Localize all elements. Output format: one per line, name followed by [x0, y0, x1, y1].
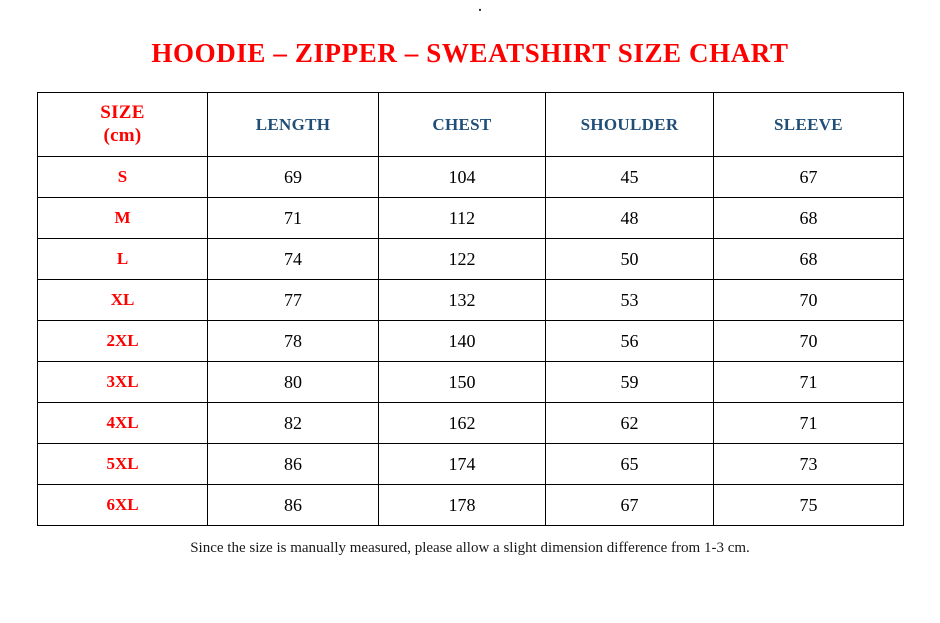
shoulder-cell: 65: [545, 443, 714, 485]
chest-cell: 150: [378, 361, 546, 403]
measurement-disclaimer: Since the size is manually measured, ple…: [190, 540, 750, 556]
size-header-line2: (cm): [103, 124, 142, 146]
size-header-line1: SIZE: [100, 101, 145, 123]
table-row-2xl: 2XL 78 140 56 70: [37, 320, 904, 362]
table-row-4xl: 4XL 82 162 62 71: [37, 402, 904, 444]
sleeve-cell: 71: [713, 402, 904, 444]
shoulder-cell: 56: [545, 320, 714, 362]
length-cell: 74: [207, 238, 379, 280]
size-cell: 2XL: [37, 320, 208, 362]
sleeve-cell: 68: [713, 197, 904, 239]
sleeve-cell: 73: [713, 443, 904, 485]
chest-cell: 122: [378, 238, 546, 280]
chest-cell: 140: [378, 320, 546, 362]
length-cell: 86: [207, 443, 379, 485]
header-row: SIZE (cm) LENGTH CHEST SHOULDER SLEEVE: [37, 92, 904, 157]
shoulder-cell: 50: [545, 238, 714, 280]
length-cell: 69: [207, 156, 379, 198]
table-row-6xl: 6XL 86 178 67 75: [37, 484, 904, 526]
table-header: SIZE (cm) LENGTH CHEST SHOULDER SLEEVE: [37, 92, 904, 157]
size-cell: XL: [37, 279, 208, 321]
shoulder-cell: 45: [545, 156, 714, 198]
sleeve-cell: 67: [713, 156, 904, 198]
length-cell: 80: [207, 361, 379, 403]
stray-period-mark: .: [478, 0, 482, 15]
table-row-s: S 69 104 45 67: [37, 156, 904, 198]
sleeve-cell: 70: [713, 320, 904, 362]
table-row-5xl: 5XL 86 174 65 73: [37, 443, 904, 485]
length-cell: 71: [207, 197, 379, 239]
length-cell: 82: [207, 402, 379, 444]
shoulder-cell: 67: [545, 484, 714, 526]
size-cell: 5XL: [37, 443, 208, 485]
shoulder-column-header: SHOULDER: [545, 92, 714, 157]
table-row-l: L 74 122 50 68: [37, 238, 904, 280]
chest-cell: 112: [378, 197, 546, 239]
sleeve-cell: 68: [713, 238, 904, 280]
chest-cell: 132: [378, 279, 546, 321]
length-cell: 86: [207, 484, 379, 526]
page-title: HOODIE – ZIPPER – SWEATSHIRT SIZE CHART: [151, 38, 789, 68]
size-cell: 4XL: [37, 402, 208, 444]
size-cell: 6XL: [37, 484, 208, 526]
table-row-m: M 71 112 48 68: [37, 197, 904, 239]
sleeve-cell: 71: [713, 361, 904, 403]
size-cell: M: [37, 197, 208, 239]
table-row-3xl: 3XL 80 150 59 71: [37, 361, 904, 403]
shoulder-cell: 53: [545, 279, 714, 321]
chest-cell: 178: [378, 484, 546, 526]
shoulder-cell: 59: [545, 361, 714, 403]
sleeve-cell: 70: [713, 279, 904, 321]
chest-column-header: CHEST: [378, 92, 546, 157]
size-cell: L: [37, 238, 208, 280]
length-column-header: LENGTH: [207, 92, 379, 157]
shoulder-cell: 62: [545, 402, 714, 444]
size-column-header: SIZE (cm): [37, 92, 208, 157]
size-chart-table: SIZE (cm) LENGTH CHEST SHOULDER SLEEVE S…: [37, 92, 904, 526]
chest-cell: 174: [378, 443, 546, 485]
sleeve-cell: 75: [713, 484, 904, 526]
table-body: S 69 104 45 67 M 71 112 48 68 L 74 122 5…: [37, 156, 904, 526]
size-cell: 3XL: [37, 361, 208, 403]
chest-cell: 104: [378, 156, 546, 198]
chest-cell: 162: [378, 402, 546, 444]
shoulder-cell: 48: [545, 197, 714, 239]
length-cell: 77: [207, 279, 379, 321]
sleeve-column-header: SLEEVE: [713, 92, 904, 157]
table-row-xl: XL 77 132 53 70: [37, 279, 904, 321]
size-cell: S: [37, 156, 208, 198]
length-cell: 78: [207, 320, 379, 362]
